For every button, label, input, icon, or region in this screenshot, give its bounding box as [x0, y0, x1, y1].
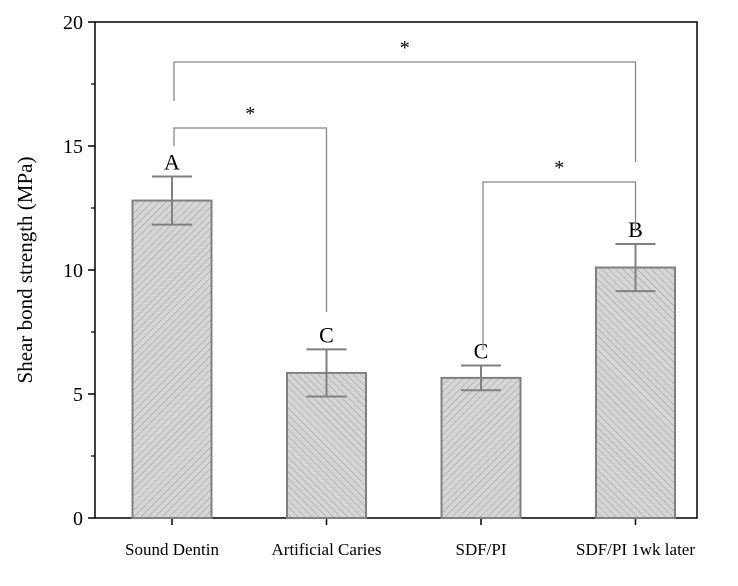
y-tick-label: 0: [73, 508, 83, 530]
bar: [286, 371, 367, 520]
significance-bracket: [482, 181, 637, 350]
bar: [595, 266, 676, 519]
y-axis-label: Shear bond strength (MPa): [13, 157, 37, 384]
significance-bracket: [173, 127, 328, 312]
significance-star: *: [245, 103, 255, 125]
group-letter: C: [474, 338, 489, 363]
significance-bracket: [173, 61, 637, 162]
y-tick-label: 5: [73, 384, 83, 406]
significance-star: *: [554, 157, 564, 179]
group-letter: C: [319, 322, 334, 347]
x-tick-label: Sound Dentin: [125, 540, 219, 559]
y-tick-label: 15: [63, 136, 83, 158]
x-tick-label: SDF/PI: [455, 540, 506, 559]
y-tick-label: 10: [63, 260, 83, 282]
x-tick-label: SDF/PI 1wk later: [576, 540, 695, 559]
group-letter: A: [164, 150, 180, 175]
bar: [440, 376, 522, 519]
x-tick-label: Artificial Caries: [272, 540, 382, 559]
y-tick-label: 20: [63, 12, 83, 34]
significance-star: *: [400, 37, 410, 59]
bar: [131, 199, 213, 519]
